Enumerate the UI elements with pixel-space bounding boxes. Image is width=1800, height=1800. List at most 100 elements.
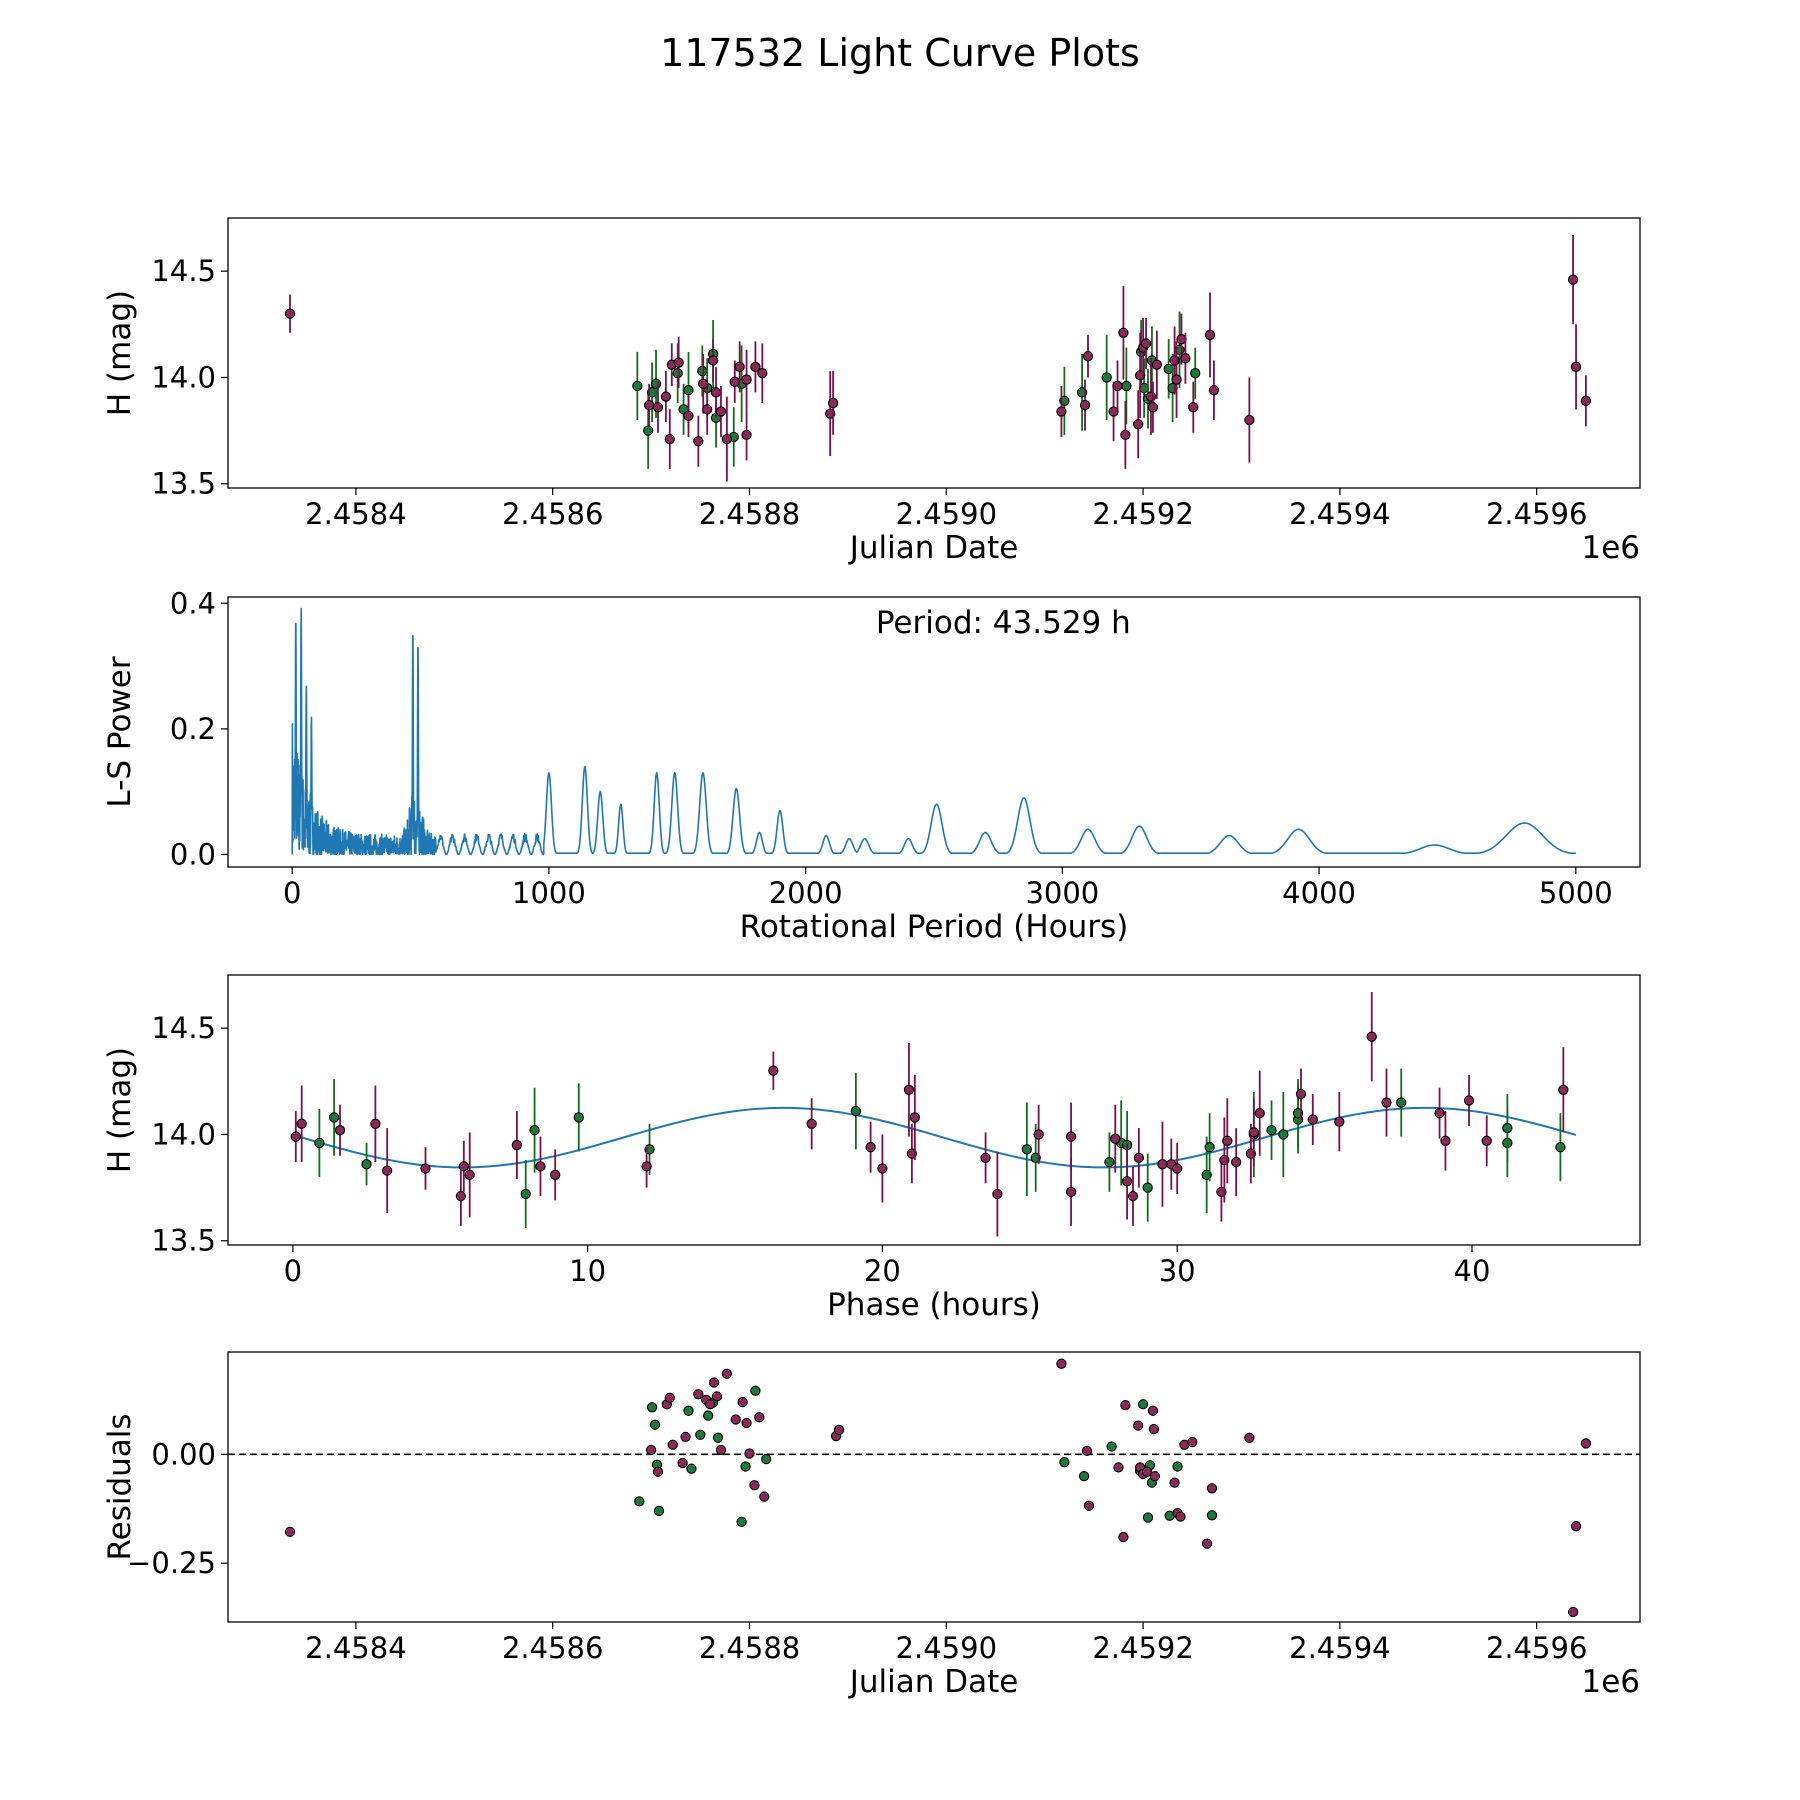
data-point-purple — [693, 1389, 704, 1400]
data-point-purple — [909, 1112, 920, 1123]
data-point-purple — [1567, 1606, 1579, 1618]
data-point-purple — [1172, 1163, 1183, 1174]
data-point-green — [1137, 1399, 1149, 1410]
data-point-purple — [1083, 1500, 1095, 1511]
data-point-purple — [1113, 1462, 1124, 1473]
data-point-purple — [702, 404, 713, 415]
light-curve-panel: 2.4584 2.4586 2.4588 2.4590 2.4592 2.4594 2.45… — [102, 217, 1641, 566]
plot-area — [290, 992, 1577, 1237]
data-point-purple — [1140, 338, 1152, 349]
y-tick-label: 14.0 — [151, 1117, 216, 1151]
data-point-green — [646, 1402, 658, 1413]
data-point-green — [520, 1188, 531, 1200]
data-point-purple — [741, 1417, 752, 1429]
data-point-purple — [750, 361, 761, 372]
data-point-purple — [1148, 1423, 1160, 1435]
data-point-purple — [1244, 414, 1255, 426]
data-point-purple — [673, 357, 684, 368]
y-tick-label: −0.25 — [127, 1546, 216, 1580]
data-point-green — [1555, 1142, 1566, 1153]
data-point-purple — [827, 397, 839, 409]
data-point-green — [750, 1385, 761, 1396]
x-tick-label: 2.4588 — [699, 1631, 800, 1665]
data-point-purple — [1056, 1358, 1067, 1369]
plot-frame — [227, 217, 1641, 489]
data-point-green — [736, 1516, 747, 1527]
model-fit-curve — [292, 1106, 1577, 1169]
data-point-green — [632, 380, 643, 392]
data-point-purple — [664, 433, 675, 445]
data-point-purple — [1147, 402, 1159, 413]
x-offset-label: 1e6 — [1581, 1664, 1640, 1700]
data-point-green — [1101, 372, 1112, 383]
x-tick-label: 2.4586 — [502, 1631, 603, 1665]
data-point-purple — [1169, 355, 1180, 366]
data-point-purple — [535, 1161, 546, 1172]
data-point-purple — [284, 308, 296, 319]
data-point-purple — [1248, 1127, 1259, 1138]
data-point-green — [1142, 1182, 1153, 1193]
data-point-green — [686, 1463, 697, 1474]
data-point-green — [1142, 1512, 1154, 1523]
data-point-green — [683, 1405, 694, 1416]
data-point-green — [573, 1112, 584, 1123]
data-point-purple — [1082, 351, 1094, 362]
data-point-purple — [511, 1139, 523, 1151]
data-point-purple — [754, 1412, 765, 1423]
x-tick-label: 0 — [283, 876, 301, 910]
data-point-purple — [1204, 329, 1216, 341]
data-point-purple — [1118, 1531, 1129, 1543]
data-point-green — [1106, 1441, 1117, 1452]
data-point-green — [650, 378, 662, 389]
period-annotation: Period: 43.529 h — [876, 605, 1131, 641]
data-point-purple — [704, 1399, 716, 1410]
x-tick-label: 2.4584 — [305, 1631, 406, 1665]
data-point-purple — [833, 1424, 845, 1436]
x-axis-label: Rotational Period (Hours) — [740, 909, 1129, 945]
data-point-green — [672, 368, 683, 379]
data-point-purple — [711, 1391, 723, 1402]
data-point-green — [634, 1496, 645, 1507]
data-point-purple — [757, 368, 768, 379]
data-point-purple — [1481, 1135, 1492, 1146]
data-point-purple — [455, 1190, 467, 1202]
x-tick-label: 4000 — [1282, 876, 1356, 910]
x-axis-label: Julian Date — [848, 1664, 1019, 1700]
y-tick-label: 14.5 — [151, 254, 216, 288]
data-point-purple — [1463, 1095, 1475, 1106]
x-tick-label: 2.4596 — [1486, 497, 1587, 531]
data-point-green — [1190, 368, 1201, 379]
data-point-green — [740, 1461, 751, 1472]
data-point-purple — [458, 1161, 469, 1172]
data-point-purple — [1295, 1088, 1307, 1100]
data-point-purple — [721, 433, 733, 445]
data-point-purple — [744, 1448, 755, 1459]
data-point-purple — [806, 1118, 817, 1129]
plot-area — [228, 1358, 1640, 1618]
data-point-purple — [715, 406, 727, 417]
data-point-purple — [652, 1466, 664, 1477]
x-tick-label: 2.4592 — [1092, 1631, 1193, 1665]
data-point-purple — [1133, 1420, 1144, 1431]
data-point-purple — [1558, 1084, 1569, 1095]
data-point-purple — [334, 1125, 346, 1136]
data-point-purple — [664, 1392, 675, 1403]
data-point-purple — [903, 1084, 915, 1095]
data-point-green — [695, 1429, 706, 1440]
data-point-purple — [645, 1444, 657, 1456]
data-point-purple — [693, 436, 704, 447]
data-point-purple — [1141, 1466, 1153, 1477]
data-point-purple — [652, 402, 664, 413]
data-point-purple — [1231, 1156, 1242, 1168]
figure-title: 117532 Light Curve Plots — [660, 31, 1140, 75]
data-point-purple — [1145, 391, 1157, 402]
data-point-green — [1104, 1156, 1115, 1168]
y-axis-label: L-S Power — [102, 656, 138, 807]
data-point-purple — [730, 1414, 741, 1425]
x-tick-label: 5000 — [1539, 876, 1613, 910]
data-point-green — [1121, 380, 1132, 392]
x-axis-label: Julian Date — [848, 530, 1019, 566]
data-point-green — [761, 1453, 772, 1465]
